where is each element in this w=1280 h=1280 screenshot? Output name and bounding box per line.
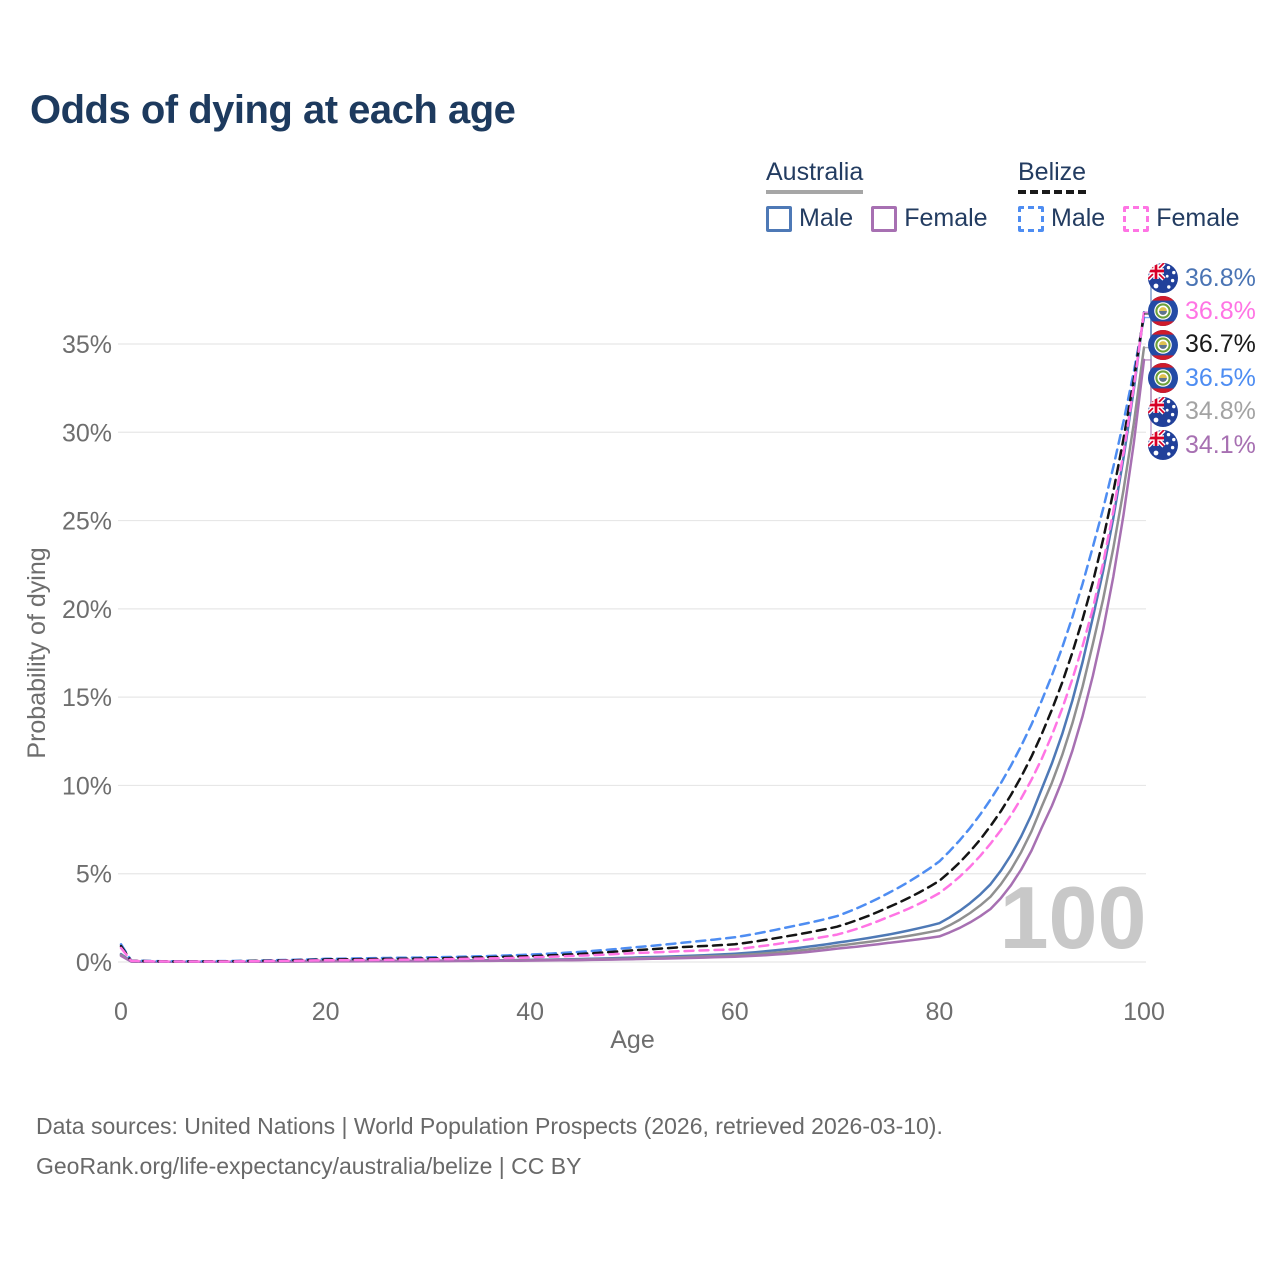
series-end-label: 34.1% bbox=[1148, 429, 1256, 461]
svg-text:Probability of dying: Probability of dying bbox=[23, 547, 51, 758]
belize-female-swatch-icon bbox=[1123, 205, 1150, 232]
footer-data-sources: Data sources: United Nations | World Pop… bbox=[36, 1113, 943, 1139]
australia-female-swatch-icon bbox=[871, 205, 898, 232]
svg-text:100: 100 bbox=[1123, 998, 1165, 1026]
svg-text:30%: 30% bbox=[62, 419, 112, 447]
belize-male-swatch-icon bbox=[1018, 205, 1044, 232]
legend-item-label: Male bbox=[799, 204, 854, 232]
svg-text:10%: 10% bbox=[62, 772, 112, 800]
australia-male-swatch-icon bbox=[766, 205, 792, 232]
svg-text:Age: Age bbox=[610, 1026, 654, 1054]
series-end-label: 36.7% bbox=[1148, 329, 1256, 361]
end-value: 36.8% bbox=[1185, 296, 1256, 325]
svg-text:0%: 0% bbox=[76, 949, 112, 977]
legend-item-belize-male[interactable]: Male bbox=[1018, 204, 1105, 233]
legend-item-belize-female[interactable]: Female bbox=[1123, 204, 1240, 233]
australia-flag-icon bbox=[1148, 263, 1178, 293]
legend-item-australia-male[interactable]: Male bbox=[766, 204, 853, 233]
svg-text:60: 60 bbox=[721, 998, 749, 1026]
legend-item-australia-female[interactable]: Female bbox=[871, 204, 988, 233]
australia-flag-icon bbox=[1148, 430, 1178, 460]
end-value: 34.1% bbox=[1185, 430, 1256, 459]
page-title: Odds of dying at each age bbox=[30, 88, 516, 132]
svg-text:5%: 5% bbox=[76, 861, 112, 889]
end-value: 36.5% bbox=[1185, 363, 1256, 392]
end-value: 34.8% bbox=[1185, 397, 1256, 426]
footer: Data sources: United Nations | World Pop… bbox=[36, 1106, 943, 1186]
svg-text:20: 20 bbox=[312, 998, 340, 1026]
australia-flag-icon bbox=[1148, 396, 1178, 427]
legend-item-label: Female bbox=[904, 204, 988, 232]
legend-items: Male Female bbox=[766, 204, 988, 233]
belize-flag-icon bbox=[1148, 363, 1178, 394]
series-end-label: 34.8% bbox=[1148, 396, 1256, 428]
svg-text:15%: 15% bbox=[62, 684, 112, 712]
svg-text:20%: 20% bbox=[62, 596, 112, 624]
legend-item-label: Male bbox=[1051, 204, 1106, 232]
legend-group-australia: Australia Male Female bbox=[766, 158, 988, 233]
end-value: 36.8% bbox=[1185, 263, 1256, 292]
svg-text:80: 80 bbox=[925, 998, 953, 1026]
belize-flag-icon bbox=[1148, 329, 1178, 360]
legend-heading-australia: Australia bbox=[766, 158, 864, 194]
legend-items: Male Female bbox=[1018, 204, 1240, 233]
legend-group-belize: Belize Male Female bbox=[1018, 158, 1240, 233]
series-end-label: 36.8% bbox=[1148, 262, 1256, 294]
series-end-label: 36.8% bbox=[1148, 295, 1256, 327]
legend-heading-belize: Belize bbox=[1018, 158, 1087, 194]
svg-text:35%: 35% bbox=[62, 331, 112, 359]
footer-attribution: GeoRank.org/life-expectancy/australia/be… bbox=[36, 1153, 582, 1179]
svg-text:25%: 25% bbox=[62, 508, 112, 536]
end-value: 36.7% bbox=[1185, 330, 1256, 359]
belize-flag-icon bbox=[1148, 296, 1178, 327]
svg-text:40: 40 bbox=[516, 998, 544, 1026]
legend-item-label: Female bbox=[1156, 204, 1240, 232]
series-end-label: 36.5% bbox=[1148, 362, 1256, 394]
svg-text:100: 100 bbox=[1000, 868, 1147, 967]
svg-text:0: 0 bbox=[114, 998, 128, 1026]
